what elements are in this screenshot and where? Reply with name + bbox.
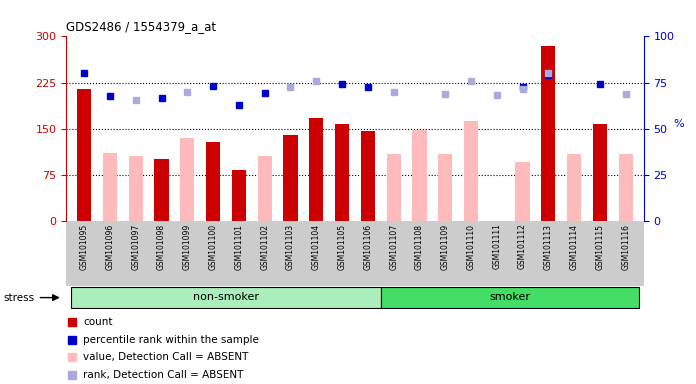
Bar: [464, 121, 478, 221]
Bar: [155, 159, 168, 221]
Bar: [361, 131, 375, 221]
Text: stress: stress: [3, 293, 35, 303]
Bar: [258, 156, 272, 221]
Bar: [619, 154, 633, 221]
Bar: [335, 124, 349, 221]
Text: GDS2486 / 1554379_a_at: GDS2486 / 1554379_a_at: [66, 20, 216, 33]
Text: rank, Detection Call = ABSENT: rank, Detection Call = ABSENT: [84, 370, 244, 380]
Bar: [180, 138, 194, 221]
Text: smoker: smoker: [489, 292, 530, 302]
Bar: [386, 154, 401, 221]
Bar: [412, 131, 427, 221]
Text: percentile rank within the sample: percentile rank within the sample: [84, 335, 259, 345]
FancyBboxPatch shape: [71, 287, 381, 308]
Bar: [77, 89, 91, 221]
Y-axis label: %: %: [673, 119, 684, 129]
Bar: [283, 135, 298, 221]
Bar: [593, 124, 607, 221]
Bar: [567, 154, 581, 221]
Bar: [232, 170, 246, 221]
Text: non-smoker: non-smoker: [193, 292, 259, 302]
Bar: [309, 118, 324, 221]
Bar: [129, 156, 143, 221]
Bar: [438, 154, 452, 221]
Text: value, Detection Call = ABSENT: value, Detection Call = ABSENT: [84, 353, 248, 362]
Bar: [516, 162, 530, 221]
Text: count: count: [84, 317, 113, 327]
FancyBboxPatch shape: [381, 287, 639, 308]
Bar: [541, 46, 555, 221]
Bar: [206, 142, 220, 221]
Bar: [103, 153, 117, 221]
